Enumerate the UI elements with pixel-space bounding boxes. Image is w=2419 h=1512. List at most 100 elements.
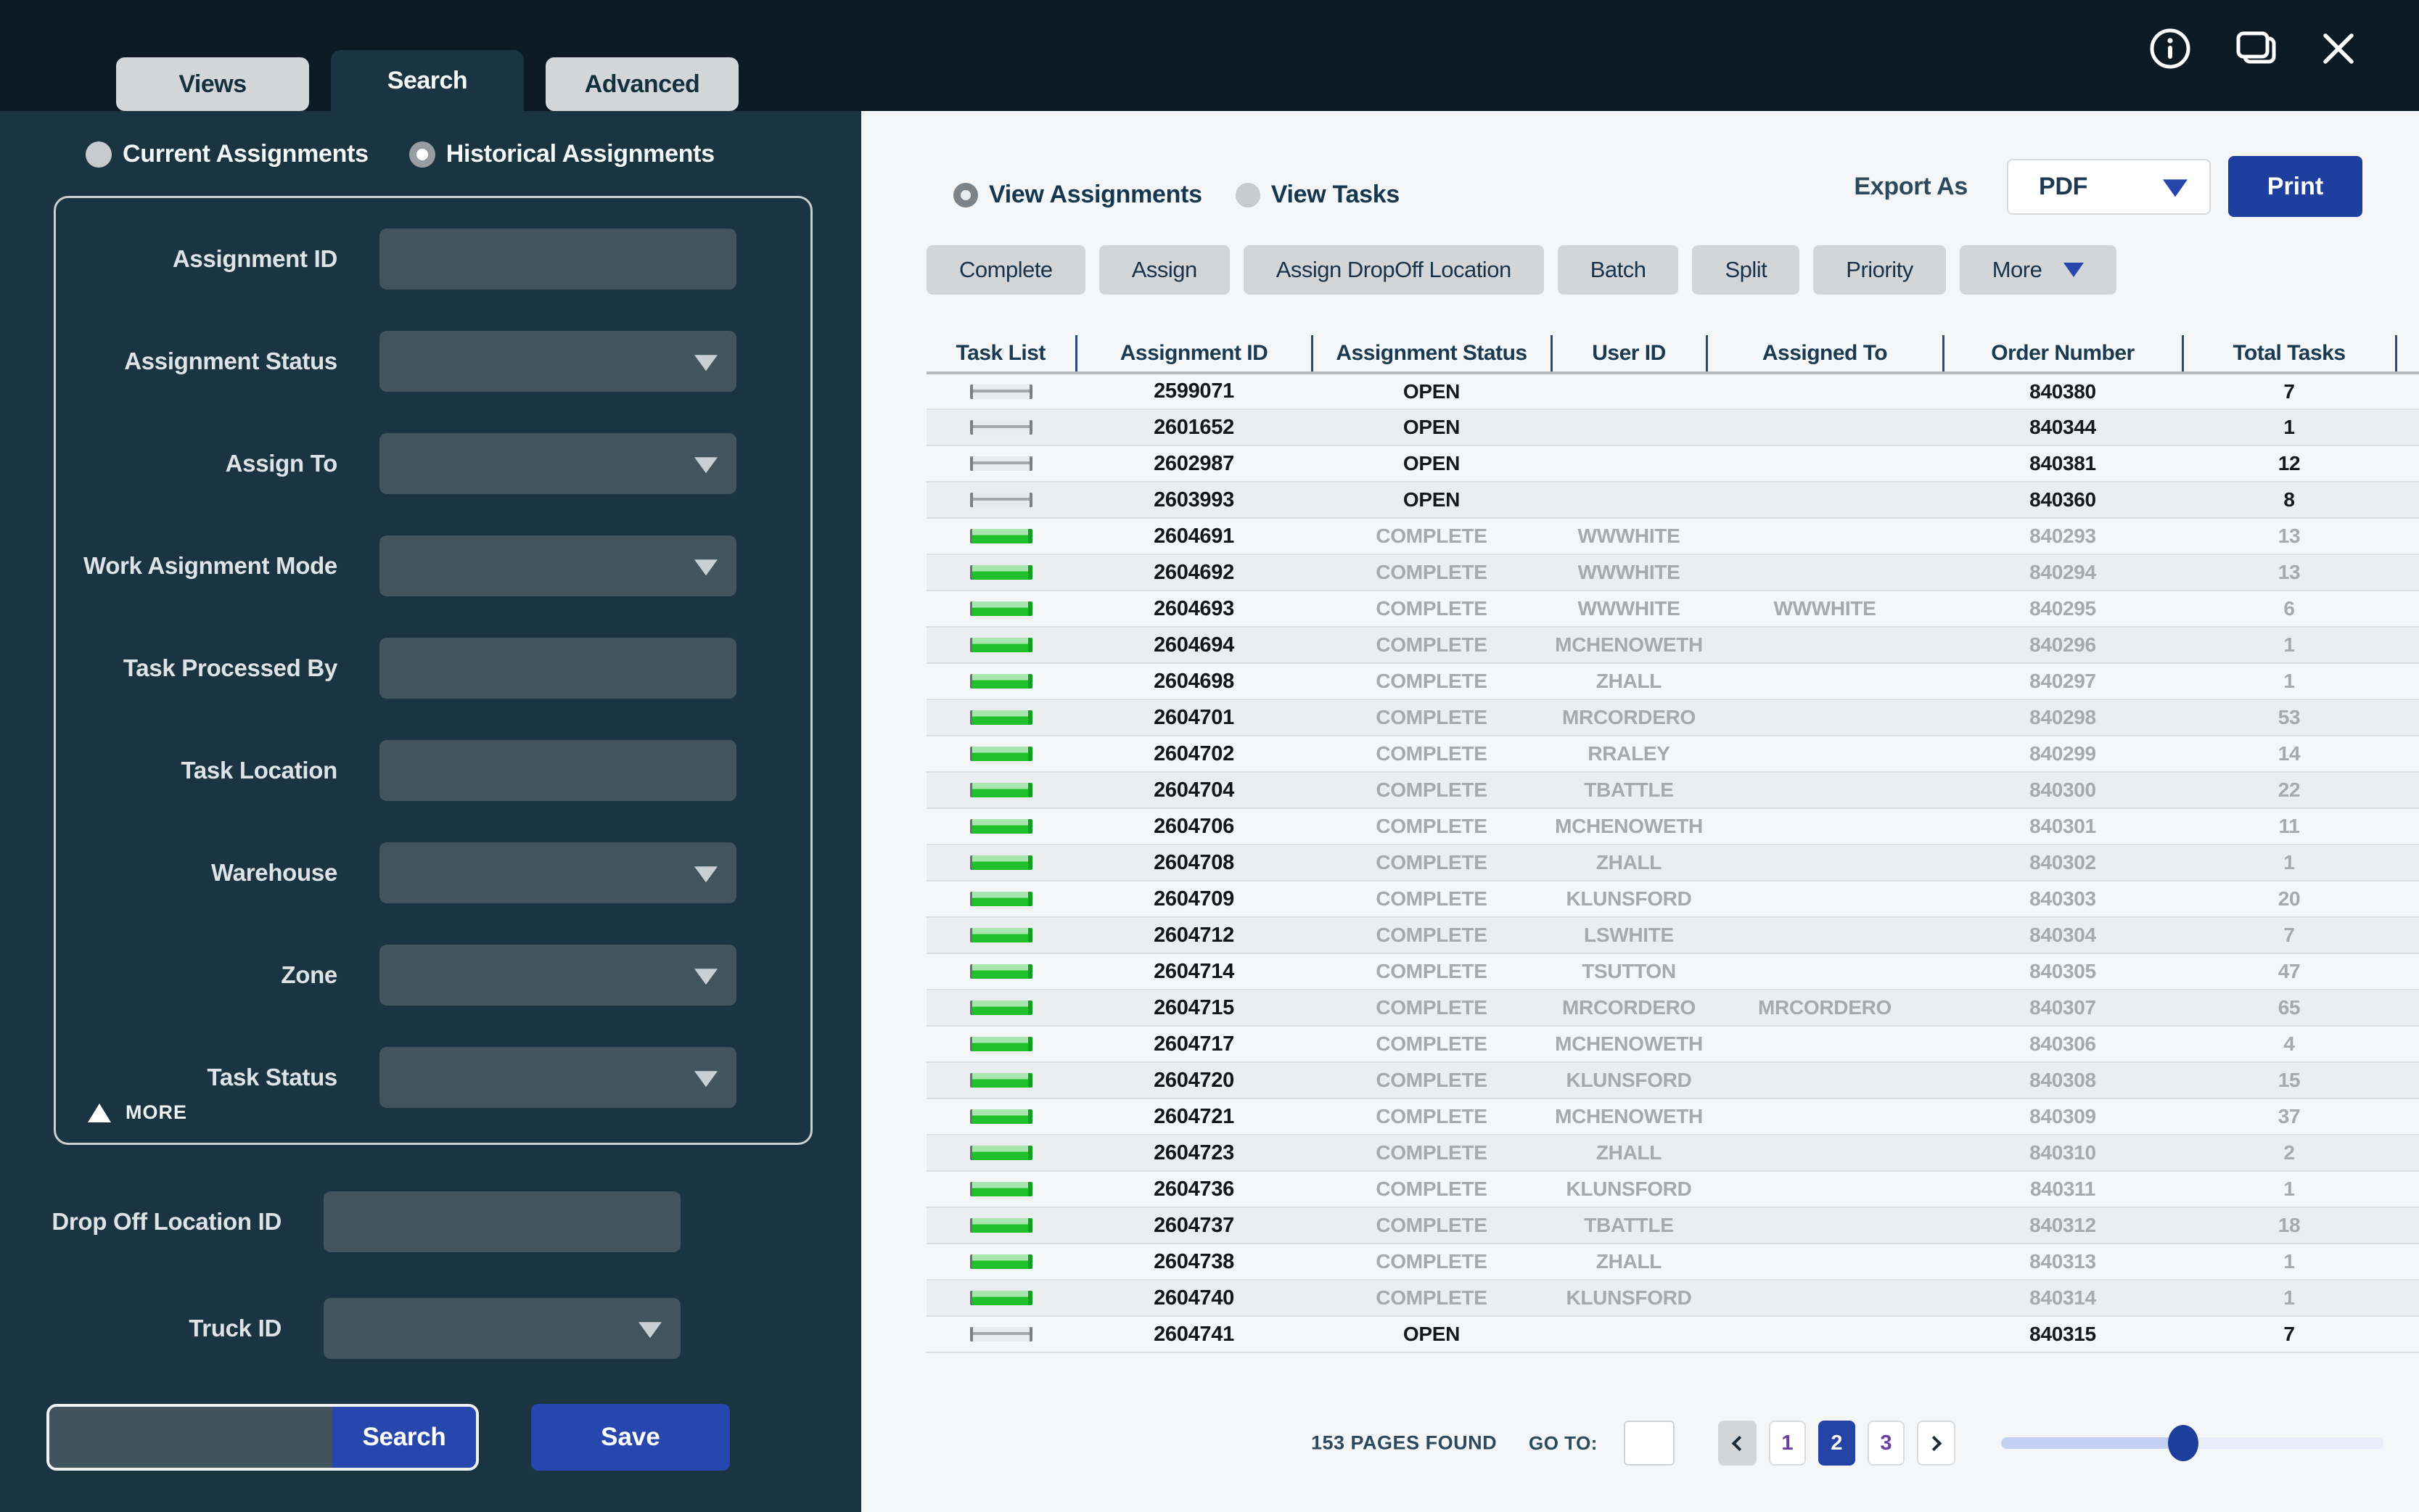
zone-select[interactable] (379, 945, 736, 1006)
task-list-bar[interactable] (970, 1109, 1032, 1124)
column-header-user-id[interactable]: User ID (1551, 335, 1708, 374)
task-list-bar[interactable] (970, 819, 1032, 834)
table-row[interactable]: 2599071 OPEN 840380 7 (927, 373, 2419, 410)
task-list-bar[interactable] (970, 565, 1032, 580)
column-header-assignment-status[interactable]: Assignment Status (1312, 335, 1553, 374)
warehouse-select[interactable] (379, 842, 736, 903)
previous-page-button[interactable] (1717, 1421, 1757, 1466)
table-row[interactable]: 2604714 COMPLETE TSUTTON 840305 47 (927, 953, 2419, 990)
table-row[interactable]: 2602987 OPEN 840381 12 (927, 445, 2419, 482)
task-list-bar[interactable] (970, 892, 1032, 906)
table-row[interactable]: 2604698 COMPLETE ZHALL 840297 1 (927, 663, 2419, 700)
table-row[interactable]: 2603993 OPEN 840360 8 (927, 482, 2419, 519)
assign-to-select[interactable] (379, 433, 736, 494)
radio-view-tasks[interactable]: View Tasks (1235, 181, 1400, 209)
table-row[interactable]: 2604694 COMPLETE MCHENOWETH 840296 1 (927, 627, 2419, 664)
column-header-order-number[interactable]: Order Number (1943, 335, 2184, 374)
goto-page-input[interactable] (1623, 1421, 1675, 1466)
next-page-button[interactable] (1916, 1421, 1955, 1466)
table-row[interactable]: 2604706 COMPLETE MCHENOWETH 840301 11 (927, 808, 2419, 845)
radio-historical-assignments[interactable]: Historical Assignments (408, 140, 715, 168)
task-list-bar[interactable] (970, 674, 1032, 689)
radio-view-assignments[interactable]: View Assignments (953, 181, 1202, 209)
task-list-bar[interactable] (970, 529, 1032, 543)
task-list-bar[interactable] (970, 1073, 1032, 1088)
task-location-input[interactable] (379, 740, 736, 801)
column-header-total-tasks[interactable]: Total Tasks (2182, 335, 2397, 374)
task-list-bar[interactable] (970, 638, 1032, 652)
more-actions-button[interactable]: More (1959, 245, 2117, 295)
assignment-id-input[interactable] (379, 229, 736, 289)
task-list-bar[interactable] (970, 1037, 1032, 1051)
table-row[interactable]: 2604702 COMPLETE RRALEY 840299 14 (927, 736, 2419, 773)
page-button-3[interactable]: 3 (1867, 1421, 1905, 1466)
task-list-bar[interactable] (970, 1254, 1032, 1269)
batch-button[interactable]: Batch (1557, 245, 1679, 295)
priority-button[interactable]: Priority (1813, 245, 1946, 295)
save-button[interactable]: Save (531, 1404, 730, 1471)
work-asignment-mode-select[interactable] (379, 535, 736, 596)
task-list-bar[interactable] (970, 1327, 1032, 1342)
tab-search[interactable]: Search (331, 50, 524, 111)
task-processed-by-input[interactable] (379, 638, 736, 699)
export-format-select[interactable]: PDF (2007, 158, 2211, 215)
task-list-bar[interactable] (970, 928, 1032, 942)
tab-advanced[interactable]: Advanced (546, 57, 739, 111)
task-list-bar[interactable] (970, 420, 1032, 435)
table-row[interactable]: 2604715 COMPLETE MRCORDERO MRCORDERO 840307 6… (927, 990, 2419, 1027)
table-row[interactable]: 2604692 COMPLETE WWWHITE 840294 13 (927, 554, 2419, 591)
split-button[interactable]: Split (1692, 245, 1800, 295)
table-row[interactable]: 2604708 COMPLETE ZHALL 840302 1 (927, 845, 2419, 882)
table-row[interactable]: 2604740 COMPLETE KLUNSFORD 840314 1 (927, 1280, 2419, 1317)
task-list-bar[interactable] (970, 1182, 1032, 1196)
print-button[interactable]: Print (2228, 156, 2362, 217)
task-list-bar[interactable] (970, 493, 1032, 507)
task-list-bar[interactable] (970, 964, 1032, 979)
table-row[interactable]: 2604721 COMPLETE MCHENOWETH 840309 37 (927, 1098, 2419, 1135)
assignment-status-select[interactable] (379, 331, 736, 392)
table-row[interactable]: 2604691 COMPLETE WWWHITE 840293 13 (927, 518, 2419, 555)
quick-search-input[interactable] (49, 1407, 332, 1468)
task-list-bar[interactable] (970, 1146, 1032, 1160)
table-row[interactable]: 2604712 COMPLETE LSWHITE 840304 7 (927, 917, 2419, 954)
task-list-bar[interactable] (970, 710, 1032, 725)
table-row[interactable]: 2601652 OPEN 840344 1 (927, 409, 2419, 446)
table-row[interactable]: 2604720 COMPLETE KLUNSFORD 840308 15 (927, 1062, 2419, 1099)
task-list-bar[interactable] (970, 783, 1032, 797)
assign-button[interactable]: Assign (1098, 245, 1230, 295)
table-row[interactable]: 2604741 OPEN 840315 7 (927, 1316, 2419, 1353)
column-header-assignment-id[interactable]: Assignment ID (1076, 335, 1313, 374)
assign-dropoff-location-button[interactable]: Assign DropOff Location (1243, 245, 1544, 295)
task-list-bar[interactable] (970, 1001, 1032, 1015)
table-row[interactable]: 2604737 COMPLETE TBATTLE 840312 18 (927, 1207, 2419, 1244)
table-row[interactable]: 2604736 COMPLETE KLUNSFORD 840311 1 (927, 1171, 2419, 1208)
windows-copy-icon[interactable] (2233, 28, 2278, 70)
scrollbar-thumb[interactable] (2167, 1425, 2198, 1461)
column-header-task-list[interactable]: Task List (927, 335, 1077, 374)
task-status-select[interactable] (379, 1047, 736, 1108)
info-icon[interactable] (2149, 28, 2191, 70)
task-list-bar[interactable] (970, 1218, 1032, 1233)
task-list-bar[interactable] (970, 456, 1032, 471)
radio-current-assignments[interactable]: Current Assignments (86, 140, 369, 168)
page-button-1[interactable]: 1 (1768, 1421, 1806, 1466)
complete-button[interactable]: Complete (927, 245, 1085, 295)
table-row[interactable]: 2604704 COMPLETE TBATTLE 840300 22 (927, 772, 2419, 809)
table-row[interactable]: 2604723 COMPLETE ZHALL 840310 2 (927, 1135, 2419, 1172)
drop-off-location-id-input[interactable] (324, 1191, 681, 1252)
task-list-bar[interactable] (970, 747, 1032, 761)
table-row[interactable]: 2604717 COMPLETE MCHENOWETH 840306 4 (927, 1026, 2419, 1063)
page-button-2[interactable]: 2 (1818, 1421, 1855, 1466)
truck-id-select[interactable] (324, 1298, 681, 1359)
tab-views[interactable]: Views (116, 57, 309, 111)
task-list-bar[interactable] (970, 384, 1032, 399)
column-header-assigned-to[interactable]: Assigned To (1707, 335, 1944, 374)
table-row[interactable]: 2604693 COMPLETE WWWHITE WWWHITE 840295 6 (927, 591, 2419, 628)
horizontal-scrollbar[interactable] (2001, 1425, 2383, 1461)
task-list-bar[interactable] (970, 855, 1032, 870)
close-icon[interactable] (2320, 30, 2357, 67)
search-button[interactable]: Search (332, 1407, 476, 1468)
table-row[interactable]: 2604738 COMPLETE ZHALL 840313 1 (927, 1244, 2419, 1281)
table-row[interactable]: 2604709 COMPLETE KLUNSFORD 840303 20 (927, 881, 2419, 918)
more-filters-toggle[interactable]: MORE (88, 1101, 187, 1124)
